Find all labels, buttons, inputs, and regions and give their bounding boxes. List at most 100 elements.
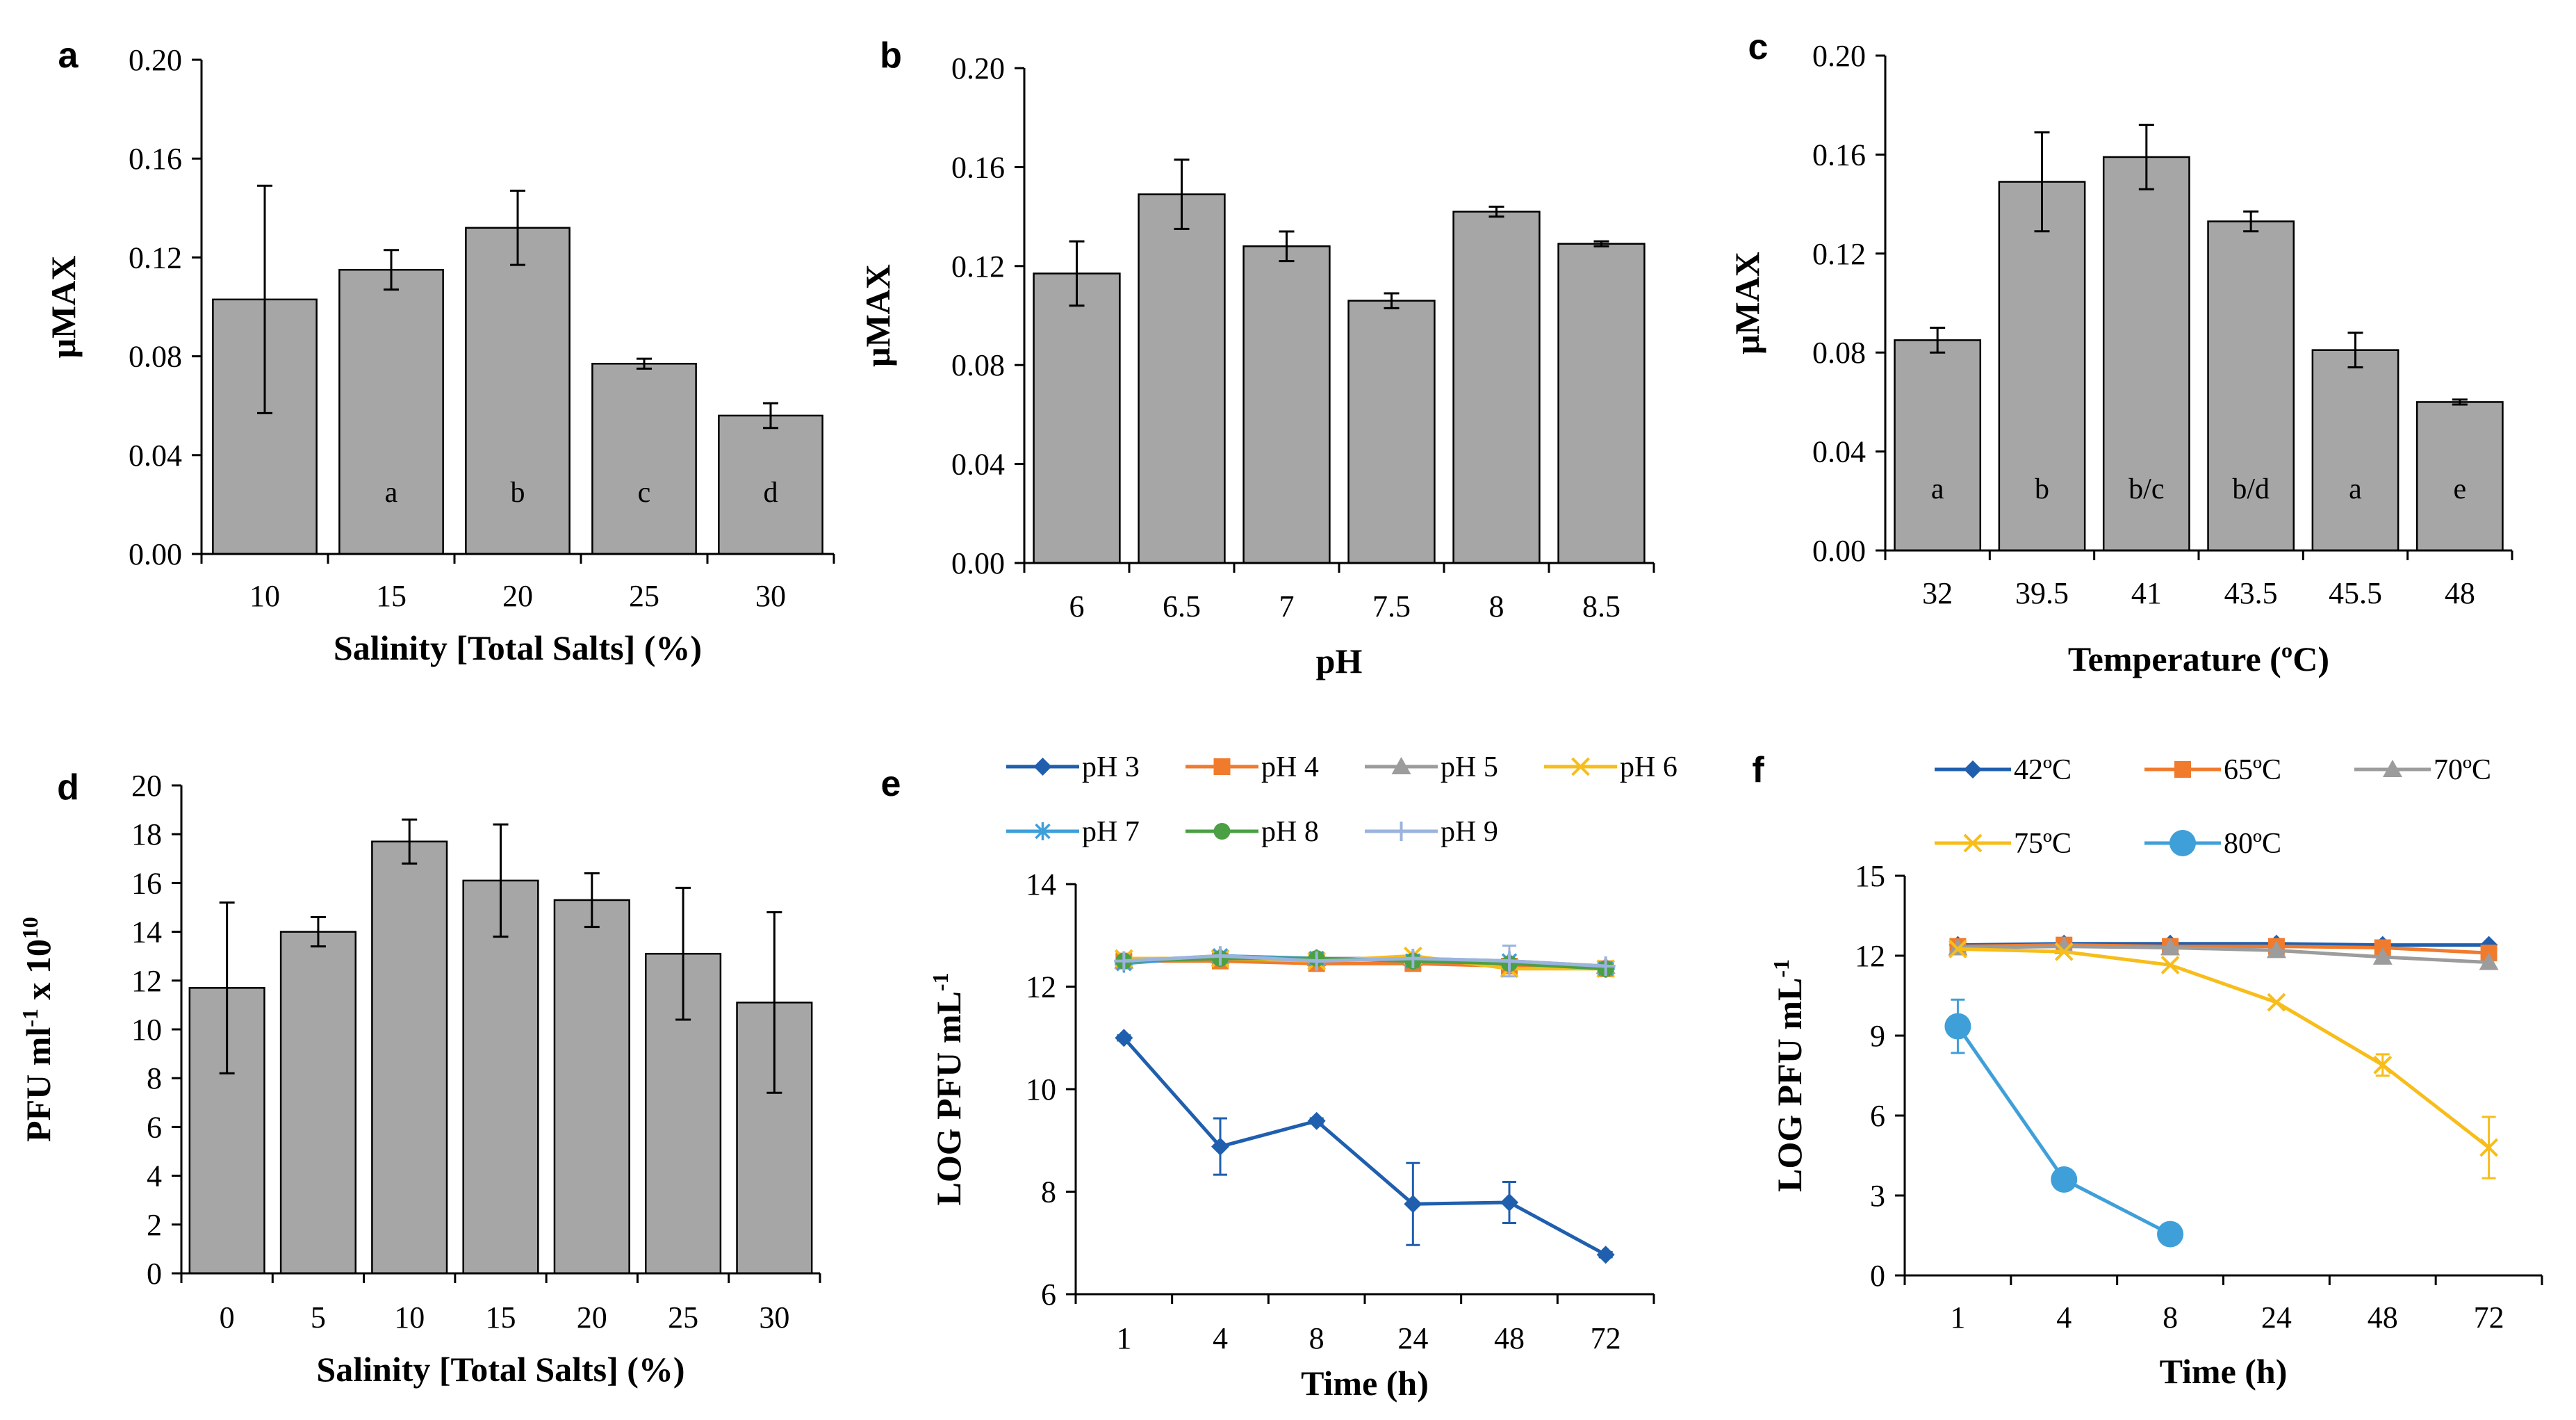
error-bar — [402, 818, 418, 865]
significance-letter: b/d — [2232, 473, 2270, 505]
bar — [2415, 401, 2504, 552]
y-tick-label: 18 — [131, 817, 162, 851]
data-point — [2054, 942, 2074, 961]
y-tick-label: 0.00 — [951, 546, 1005, 580]
series-75ºC — [1949, 940, 2498, 1180]
bar — [1138, 193, 1226, 564]
error-bar — [493, 823, 509, 938]
data-point — [2054, 936, 2074, 954]
y-tick-label: 0.16 — [951, 150, 1005, 184]
y-tick-label: 0.12 — [951, 250, 1005, 284]
legend-label: pH 5 — [1441, 751, 1498, 783]
series-pH-9 — [1114, 945, 1616, 978]
y-tick-label: 0.04 — [1812, 435, 1866, 469]
x-tick-label: 7 — [1279, 589, 1295, 623]
error-bar — [2034, 131, 2050, 233]
legend-marker — [2174, 761, 2191, 778]
data-point — [2372, 947, 2393, 965]
y-tick-label: 10 — [1026, 1072, 1056, 1107]
panel-label: b — [880, 35, 902, 76]
y-axis-title: PFU ml-1 x 1010 — [17, 917, 58, 1142]
legend-marker — [2169, 830, 2196, 856]
bar — [1033, 272, 1121, 564]
bar — [553, 899, 630, 1275]
y-axis-title: μMAX — [44, 256, 83, 359]
error-bar — [637, 357, 652, 370]
y-tick-label: 12 — [131, 964, 162, 998]
y-tick-label: 16 — [131, 866, 162, 900]
x-tick-label: 5 — [311, 1300, 326, 1335]
data-point — [2157, 1221, 2184, 1248]
x-tick-label: 45.5 — [2329, 576, 2382, 610]
y-tick-label: 0.04 — [129, 439, 182, 473]
bar — [338, 268, 444, 555]
x-axis-title: Time (h) — [1301, 1364, 1429, 1403]
x-tick-label: 7.5 — [1372, 589, 1411, 623]
error-bar — [1174, 158, 1190, 230]
y-tick-label: 8 — [1041, 1175, 1056, 1209]
y-tick-label: 0.20 — [129, 43, 182, 77]
bar — [462, 879, 539, 1275]
error-bar — [1488, 205, 1504, 218]
error-bar — [257, 184, 272, 414]
legend-label: pH 3 — [1082, 751, 1140, 783]
data-point — [2160, 956, 2180, 974]
significance-letter: d — [764, 477, 778, 509]
series-line — [1958, 947, 2491, 1149]
data-point — [1944, 1013, 1971, 1040]
legend-label: pH 6 — [1620, 751, 1677, 783]
x-tick-label: 25 — [668, 1300, 698, 1335]
panel-label: f — [1752, 750, 1764, 790]
y-tick-label: 2 — [147, 1208, 162, 1242]
error-bar — [219, 901, 235, 1075]
data-point — [1403, 948, 1423, 968]
data-point — [1211, 946, 1230, 966]
error-bar — [1069, 240, 1085, 307]
bar — [1557, 243, 1646, 564]
panel-d: d 0 2 4 6 8 10 12 14 16 18 20 0 5 10 15 20 25 30 Salinity [… — [17, 767, 821, 1389]
panel-c: c 0.00 0.04 0.08 0.12 0.16 0.20 32 39.5 41 43.5 45.… — [1728, 27, 2513, 678]
y-tick-label: 12 — [1026, 970, 1056, 1004]
legend-marker — [1033, 758, 1052, 776]
y-tick-label: 0.00 — [1812, 534, 1866, 568]
error-bar — [384, 249, 399, 291]
legend-label: 42ºC — [2014, 754, 2072, 786]
data-point — [2479, 1138, 2498, 1157]
y-tick-label: 0 — [147, 1257, 162, 1291]
legend-label: 75ºC — [2014, 828, 2072, 860]
data-point — [1115, 1029, 1133, 1047]
error-bar — [675, 886, 691, 1021]
legend-marker — [1213, 823, 1231, 840]
significance-letter: a — [2349, 473, 2362, 505]
data-point — [1211, 1137, 1229, 1156]
error-bar — [766, 911, 782, 1094]
data-point — [2266, 940, 2286, 958]
bar — [1452, 211, 1541, 564]
series-80ºC — [1944, 998, 2184, 1248]
error-bar — [2347, 332, 2363, 369]
series-line — [1124, 959, 1606, 971]
legend-label: pH 4 — [1261, 751, 1319, 783]
x-tick-label: 8 — [1309, 1321, 1324, 1355]
data-point — [1404, 1195, 1422, 1214]
x-tick-label: 20 — [502, 579, 533, 613]
data-point — [2160, 938, 2181, 956]
x-tick-label: 6.5 — [1163, 589, 1201, 623]
series-line — [1958, 945, 2489, 965]
series-line — [1956, 1025, 2172, 1236]
x-axis-title: Time (h) — [2160, 1352, 2288, 1391]
significance-letter: e — [2454, 473, 2467, 505]
y-tick-label: 0.12 — [129, 240, 182, 275]
error-bar — [1279, 230, 1295, 263]
y-tick-label: 4 — [147, 1159, 162, 1193]
y-tick-label: 0.00 — [129, 537, 182, 571]
legend-label: 70ºC — [2434, 754, 2491, 786]
bar — [591, 363, 697, 555]
x-axis-title: Salinity [Total Salts] (%) — [334, 628, 702, 667]
panel-label: e — [881, 764, 901, 804]
y-tick-label: 0.20 — [1812, 39, 1866, 73]
significance-letter: b/c — [2128, 473, 2164, 505]
series-line — [1124, 954, 1606, 968]
x-axis-title: pH — [1316, 642, 1363, 680]
